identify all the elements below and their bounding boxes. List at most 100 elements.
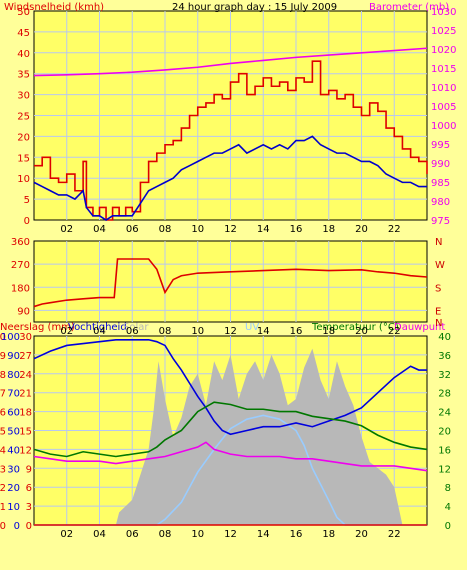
direction-tick-label: 270 [11,260,30,271]
direction-x-tick-label: 04 [93,326,106,337]
barometer-tick-label: 995 [431,140,450,151]
rain-axis-label: Neerslag (mm) [0,322,75,333]
wind-x-tick-label: 04 [93,224,106,235]
direction-x-tick-label: 10 [191,326,204,337]
humidity-tick-label: 30 [7,464,20,475]
wind-x-tick-label: 20 [355,224,368,235]
rain-tick-label: 8 [0,370,6,381]
solar-axis-label: Solar [123,322,149,333]
barometer-tick-label: 975 [431,216,450,227]
solar-tick-label: 9 [26,464,32,475]
wind-x-tick-label: 08 [159,224,172,235]
temperature-tick-label: 40 [438,332,451,343]
wind-x-tick-label: 02 [60,224,73,235]
wind-tick-label: 20 [17,132,30,143]
compass-label: E [435,306,441,317]
climate-x-tick-label: 08 [159,529,172,540]
direction-x-tick-label: 06 [126,326,139,337]
temperature-axis-label: Temperatuur (°C) [311,322,399,333]
solar-tick-label: 0 [26,521,32,532]
solar-tick-label: 6 [26,483,32,494]
wind-axis-label: Windsnelheid (kmh) [4,2,104,13]
wind-tick-label: 5 [24,195,30,206]
humidity-tick-label: 0 [14,521,20,532]
climate-x-tick-label: 04 [93,529,106,540]
barometer-tick-label: 1010 [431,83,456,94]
rain-tick-label: 3 [0,464,6,475]
climate-x-tick-label: 10 [191,529,204,540]
barometer-axis-label: Barometer (mb) [369,2,449,13]
uv-axis-label: UV [245,322,259,333]
solar-tick-label: 12 [19,445,32,456]
direction-x-tick-label: 16 [290,326,303,337]
barometer-tick-label: 1020 [431,45,456,56]
wind-x-tick-label: 12 [224,224,237,235]
chart-title: 24 hour graph day : 15 July 2009 [172,2,337,13]
temperature-tick-label: 4 [445,502,451,513]
climate-x-tick-label: 18 [322,529,335,540]
wind-tick-label: 30 [17,91,30,102]
temperature-line [33,401,428,458]
temperature-tick-label: 16 [438,445,451,456]
solar-tick-label: 30 [19,332,32,343]
wind-x-tick-label: 06 [126,224,139,235]
direction-x-tick-label: 02 [60,326,73,337]
humidity-tick-label: 60 [7,408,20,419]
climate-x-tick-label: 22 [388,529,401,540]
barometer-line [33,47,428,77]
direction-tick-label: 360 [11,237,30,248]
rain-tick-label: 1 [0,502,6,513]
humidity-tick-label: 50 [7,427,20,438]
wind-x-tick-label: 22 [388,224,401,235]
wind-direction-line [33,258,428,308]
wind-tick-label: 0 [24,216,30,227]
humidity-tick-label: 10 [7,502,20,513]
solar-area [34,348,427,525]
direction-x-tick-label: 08 [159,326,172,337]
humidity-tick-label: 70 [7,389,20,400]
humidity-tick-label: 20 [7,483,20,494]
rain-tick-label: 10 [0,332,6,343]
solar-tick-label: 3 [26,502,32,513]
barometer-tick-label: 1025 [431,26,456,37]
rain-tick-label: 5 [0,427,6,438]
climate-x-tick-label: 06 [126,529,139,540]
rain-tick-label: 7 [0,389,6,400]
temperature-tick-label: 0 [445,521,451,532]
rain-tick-label: 6 [0,408,6,419]
dewpoint-line [33,441,428,472]
barometer-tick-label: 1000 [431,121,456,132]
wind-x-tick-label: 18 [322,224,335,235]
wind-x-tick-label: 14 [257,224,270,235]
direction-x-tick-label: 18 [322,326,335,337]
rain-tick-label: 0 [0,521,6,532]
humidity-axis-label: Vochtigheid [68,322,127,333]
direction-tick-label: 90 [17,306,30,317]
solar-tick-label: 18 [19,408,32,419]
solar-tick-label: 27 [19,351,32,362]
wind-avg-line [33,135,427,221]
direction-x-tick-label: 20 [355,326,368,337]
compass-label: N [435,318,442,329]
climate-x-tick-label: 16 [290,529,303,540]
temperature-tick-label: 24 [438,408,451,419]
solar-tick-label: 21 [19,389,32,400]
temperature-tick-label: 32 [438,370,451,381]
wind-x-tick-label: 16 [290,224,303,235]
wind-tick-label: 35 [17,70,30,81]
compass-label: S [435,283,441,294]
climate-x-tick-label: 02 [60,529,73,540]
rain-tick-label: 4 [0,445,6,456]
uv-line [34,414,427,526]
dewpoint-axis-label: Dauwpunt [394,322,445,333]
barometer-tick-label: 1030 [431,7,456,18]
humidity-tick-label: 90 [7,351,20,362]
compass-label: N [435,237,442,248]
temperature-tick-label: 20 [438,427,451,438]
climate-x-tick-label: 12 [224,529,237,540]
temperature-tick-label: 28 [438,389,451,400]
humidity-tick-label: 100 [1,332,20,343]
temperature-tick-label: 36 [438,351,451,362]
